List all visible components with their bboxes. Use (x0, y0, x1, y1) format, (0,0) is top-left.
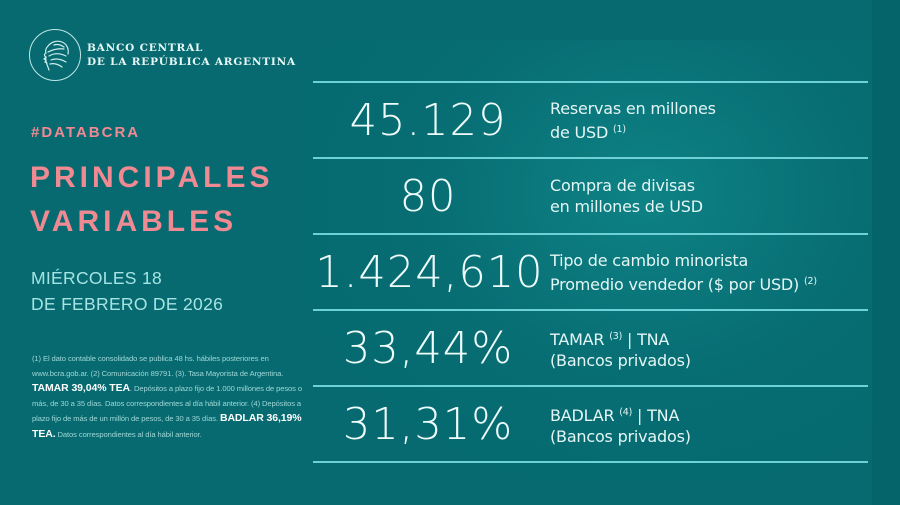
stat-label: Compra de divisas en millones de USD (550, 175, 703, 217)
page-title: PRINCIPALES VARIABLES (30, 156, 273, 244)
org-name-line2: DE LA REPÚBLICA ARGENTINA (87, 56, 296, 68)
divider (313, 81, 868, 83)
footnote-ref: (2) (804, 275, 817, 287)
divider (313, 157, 868, 159)
footnote-text-3: Datos correspondientes al día hábil ante… (55, 429, 202, 439)
label-text: | TNA (637, 405, 680, 425)
stat-value: 31,31% (342, 398, 514, 450)
stat-label-line2: (Bancos privados) (550, 350, 691, 370)
stat-label-line1: BADLAR (4) | TNA (550, 402, 691, 426)
date-line2: DE FEBRERO DE 2026 (31, 294, 224, 314)
stat-label: TAMAR (3) | TNA (Bancos privados) (550, 326, 691, 371)
stat-label-line2: Promedio vendedor ($ por USD) (2) (550, 271, 817, 295)
stat-row-reservas: 45.129 Reservas en millones de USD (1) (313, 83, 868, 157)
stat-label-line1: Reservas en millones (550, 98, 716, 118)
footnote-ref: (3) (609, 330, 623, 342)
footnotes: (1) El dato contable consolidado se publ… (32, 352, 304, 443)
footnote-text-2: . Depósitos a plazo fijo de 1.000 millon… (32, 384, 302, 424)
label-text: de USD (550, 122, 609, 142)
divider (313, 385, 868, 387)
stat-row-tipo-cambio: 1.424,610 Tipo de cambio minorista Prome… (313, 235, 868, 309)
hashtag: #DATABCRA (31, 124, 141, 141)
date-line1: MIÉRCOLES 18 (31, 268, 163, 288)
label-text: TAMAR (550, 329, 605, 349)
stat-value: 80 (399, 170, 457, 222)
org-name-line1: BANCO CENTRAL (87, 42, 204, 54)
stat-value: 45.129 (349, 94, 507, 146)
footnote-ref: (1) (612, 123, 626, 135)
stat-label-line1: Compra de divisas (550, 176, 695, 195)
stat-label: BADLAR (4) | TNA (Bancos privados) (550, 402, 691, 447)
stat-label: Reservas en millones de USD (1) (550, 98, 716, 143)
footnote-text-1: (1) El dato contable consolidado se publ… (32, 354, 284, 378)
bcra-seal-icon (29, 29, 81, 81)
stat-row-badlar: 31,31% BADLAR (4) | TNA (Bancos privados… (313, 387, 868, 461)
stat-label-line2: en millones de USD (550, 197, 703, 216)
liberty-head-icon (42, 40, 69, 71)
title-line2: VARIABLES (30, 205, 238, 238)
footnote-badlar-tea: BADLAR 36,19% TEA. (32, 412, 302, 440)
divider (313, 461, 868, 463)
stat-label-line1: Tipo de cambio minorista (550, 250, 749, 270)
divider (313, 233, 868, 235)
footnote-ref: (4) (619, 406, 633, 418)
label-text: BADLAR (550, 405, 615, 425)
title-line1: PRINCIPALES (30, 161, 274, 194)
stat-label-line2: (Bancos privados) (550, 426, 691, 446)
report-date: MIÉRCOLES 18 DE FEBRERO DE 2026 (31, 265, 223, 317)
bcra-logo: BANCO CENTRAL DE LA REPÚBLICA ARGENTINA (29, 29, 296, 81)
divider (313, 309, 868, 311)
stat-row-compra-divisas: 80 Compra de divisas en millones de USD (313, 159, 868, 233)
stat-row-tamar: 33,44% TAMAR (3) | TNA (Bancos privados) (313, 311, 868, 385)
footnote-tamar-tea: TAMAR 39,04% TEA (32, 382, 130, 395)
variables-table: 45.129 Reservas en millones de USD (1) 8… (313, 81, 868, 463)
stat-label-line1: TAMAR (3) | TNA (550, 326, 691, 350)
right-edge-band (872, 0, 900, 505)
stat-label: Tipo de cambio minorista Promedio vended… (550, 250, 817, 295)
label-text: Promedio vendedor ($ por USD) (550, 274, 800, 294)
label-text: | TNA (627, 329, 670, 349)
stat-label-line2: de USD (1) (550, 119, 716, 143)
stat-value: 1.424,610 (315, 246, 544, 298)
stat-value: 33,44% (342, 322, 514, 374)
